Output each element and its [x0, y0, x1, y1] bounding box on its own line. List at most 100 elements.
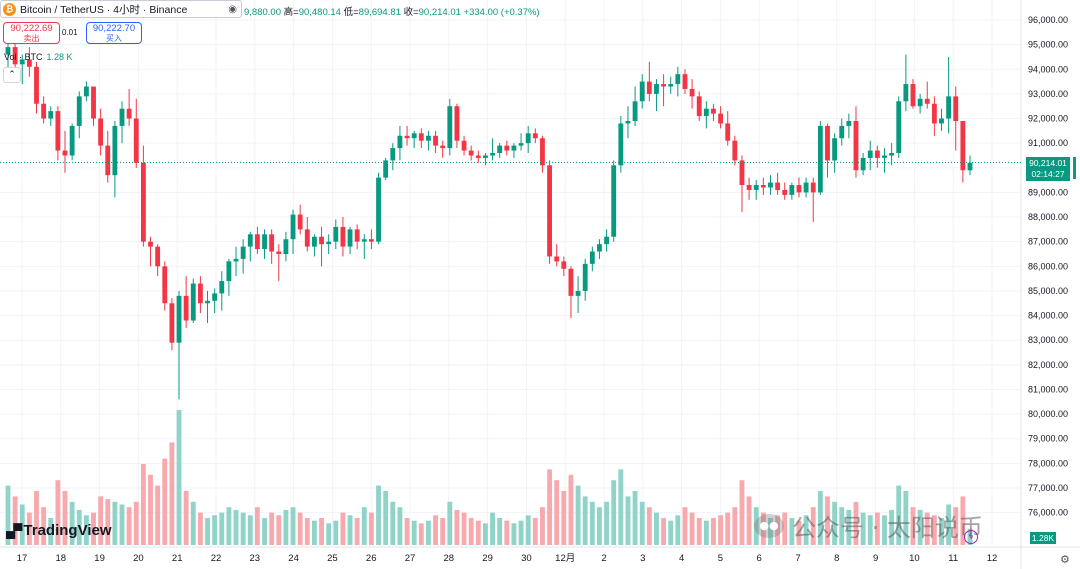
- candle-body: [618, 123, 624, 166]
- x-tick-label: 4: [679, 553, 684, 564]
- volume-bar: [618, 469, 624, 545]
- candle-body: [668, 84, 674, 87]
- volume-bar: [796, 520, 802, 545]
- candle-body: [41, 103, 47, 119]
- candle-body: [689, 88, 695, 97]
- candle-body: [368, 239, 374, 242]
- x-tick-label: 8: [834, 553, 839, 564]
- candle-body: [497, 145, 503, 154]
- volume-bar: [931, 515, 937, 545]
- volume-bar: [483, 523, 488, 545]
- candle-body: [34, 66, 39, 104]
- volume-legend[interactable]: Vol · BTC 1.28 K: [4, 52, 73, 62]
- candle-body: [953, 96, 959, 121]
- candle-body: [404, 135, 410, 139]
- volume-bar: [319, 518, 324, 545]
- x-tick-label: 21: [172, 553, 183, 564]
- high-value: 90,480.14: [298, 7, 341, 18]
- volume-bar: [162, 458, 168, 545]
- bitcoin-icon: ₿: [3, 2, 16, 16]
- candle-body: [361, 239, 367, 242]
- volume-bar: [433, 515, 438, 545]
- candle-body: [190, 283, 196, 321]
- candle-body: [205, 300, 210, 304]
- candle-body: [140, 162, 146, 242]
- x-tick-label: 3: [640, 553, 645, 564]
- y-tick-label: 83,000.00: [1028, 335, 1068, 345]
- symbol-header[interactable]: ₿ Bitcoin / TetherUS · 4小时 · Binance ◉: [0, 0, 242, 18]
- ohlc-readout: 9,880.00 高=90,480.14 低=89,694.81 收=90,21…: [244, 4, 540, 18]
- candle-body: [832, 138, 838, 161]
- candle-body: [810, 182, 816, 193]
- candle-body: [426, 135, 431, 141]
- candle-body: [967, 162, 973, 171]
- volume-bar: [960, 496, 966, 545]
- candle-body: [183, 295, 189, 321]
- candle-body: [725, 123, 731, 141]
- volume-bar: [789, 518, 795, 545]
- candle-body: [12, 47, 18, 65]
- candle-body: [896, 101, 902, 154]
- y-tick-label: 76,000.00: [1028, 508, 1068, 518]
- candle-body: [639, 81, 645, 102]
- volume-bar: [910, 507, 916, 545]
- sell-button[interactable]: 90,222.69 卖出: [3, 22, 60, 44]
- x-tick-label: 22: [211, 553, 222, 564]
- volume-bar: [739, 480, 745, 545]
- candle-body: [796, 185, 802, 193]
- candle-body: [924, 98, 930, 104]
- volume-bar: [247, 515, 253, 545]
- y-tick-label: 81,000.00: [1028, 384, 1068, 394]
- volume-bar: [440, 518, 446, 545]
- volume-bar: [939, 518, 944, 545]
- volume-bar: [661, 518, 667, 545]
- candle-body: [276, 251, 282, 254]
- volume-bar: [597, 507, 602, 545]
- volume-bar: [953, 507, 959, 545]
- volume-bar: [924, 512, 930, 545]
- candle-body: [732, 140, 738, 161]
- y-tick-label: 92,000.00: [1028, 114, 1068, 124]
- buy-button[interactable]: 90,222.70 买入: [86, 22, 142, 44]
- volume-bar: [454, 509, 460, 545]
- volume-bar: [383, 491, 389, 545]
- tradingview-logo[interactable]: ▄▀ TradingView: [6, 522, 112, 539]
- gear-icon[interactable]: ⚙: [1060, 554, 1070, 566]
- volume-bar: [397, 507, 403, 545]
- candle-body: [468, 150, 474, 156]
- chevron-up-icon[interactable]: ⌃: [3, 67, 21, 83]
- volume-bar: [426, 520, 431, 545]
- candle-body: [475, 155, 481, 158]
- candle-body: [62, 150, 68, 156]
- volume-bar: [646, 507, 652, 545]
- candle-body: [682, 74, 688, 89]
- volume-bar: [133, 501, 139, 545]
- candle-body: [155, 246, 161, 267]
- volume-bar: [461, 512, 467, 545]
- volume-value: 1.28 K: [46, 52, 73, 62]
- candle-body: [133, 118, 139, 163]
- candle-body: [169, 303, 175, 343]
- sell-price: 90,222.69: [10, 23, 53, 34]
- volume-bar: [297, 512, 303, 545]
- candle-body: [860, 157, 866, 171]
- volume-bar: [69, 501, 75, 545]
- volume-bar: [511, 523, 517, 545]
- candle-body: [76, 96, 82, 126]
- y-tick-label: 82,000.00: [1028, 360, 1068, 370]
- volume-bar: [368, 512, 374, 545]
- candle-body: [504, 145, 510, 151]
- volume-bar: [917, 509, 923, 545]
- volume-bar: [276, 515, 282, 545]
- lightning-icon[interactable]: ϟ: [964, 530, 978, 544]
- volume-bar: [240, 512, 246, 545]
- eye-icon[interactable]: ◉: [228, 3, 237, 15]
- volume-bar: [12, 496, 18, 545]
- x-tick-label: 6: [757, 553, 762, 564]
- candle-body: [5, 47, 11, 55]
- candle-body: [105, 145, 111, 176]
- volume-bar: [304, 518, 310, 545]
- y-tick-label: 77,000.00: [1028, 483, 1068, 493]
- x-tick-label: 5: [718, 553, 723, 564]
